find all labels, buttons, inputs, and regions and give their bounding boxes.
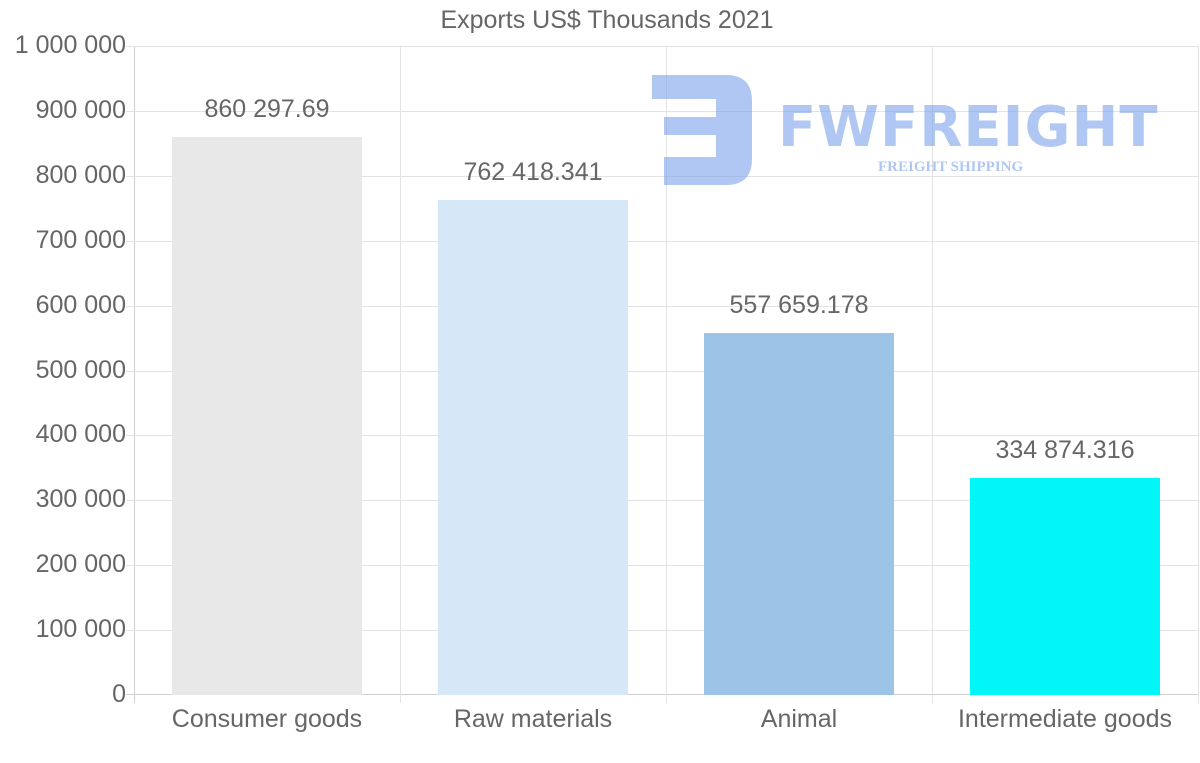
chart-title: Exports US$ Thousands 2021 [440,6,774,34]
watermark-tagline: FREIGHT SHIPPING [878,159,1024,175]
h-gridline [126,240,1198,242]
bar-value-label: 762 418.341 [463,158,603,187]
h-gridline [126,565,1198,567]
bar-value-label: 557 659.178 [729,291,869,320]
h-gridline [126,630,1198,632]
h-gridline [126,435,1198,437]
h-gridline [126,305,1198,307]
y-tick-label: 1 000 000 [14,31,126,59]
v-gridline [1198,46,1199,703]
y-tick-label: 100 000 [35,615,126,644]
y-tick-label: 300 000 [35,485,126,514]
x-axis-line [126,694,1198,695]
bar-animal[interactable] [704,333,894,695]
y-tick-label: 0 [112,680,126,708]
bar-value-label: 334 874.316 [995,435,1135,464]
h-gridline [126,175,1198,177]
x-tick-label: Intermediate goods [957,705,1173,733]
h-gridline [126,370,1198,372]
y-tick-label: 700 000 [35,225,126,254]
v-gridline [932,46,933,703]
fwfreight-logo-icon [652,75,752,185]
bar-raw-materials[interactable] [438,200,628,695]
watermark-logo: FWFREIGHT FREIGHT SHIPPING [646,73,1159,188]
h-gridline [126,500,1198,502]
y-tick-label: 600 000 [35,290,126,319]
x-tick-label: Raw materials [453,705,613,733]
plot-area: 860 297.69 762 418.341 557 659.178 334 874.… [126,46,1199,703]
y-tick-label: 500 000 [35,355,126,384]
y-axis-line [134,46,135,703]
v-gridline [666,46,667,703]
v-gridline [400,46,401,703]
watermark-brand: FWFREIGHT [778,95,1159,160]
y-tick-label: 200 000 [35,550,126,579]
bar-intermediate-goods[interactable] [970,477,1160,695]
y-tick-label: 400 000 [35,420,126,449]
h-gridline [126,46,1198,47]
h-gridline [126,110,1198,112]
x-tick-label: Animal [760,705,838,733]
bar-value-label: 860 297.69 [204,94,330,123]
x-tick-label: Consumer goods [171,705,363,733]
y-tick-label: 900 000 [35,95,126,124]
bar-consumer-goods[interactable] [172,136,362,695]
y-tick-label: 800 000 [35,160,126,189]
